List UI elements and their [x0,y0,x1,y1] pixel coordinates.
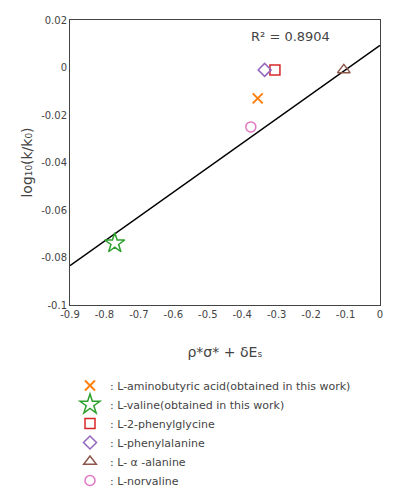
svg-text:: L-aminobutyric acid(obtained: : L-aminobutyric acid(obtained in this w… [110,380,350,393]
svg-text:-0.1: -0.1 [47,300,67,311]
svg-text:-0.04: -0.04 [41,157,67,168]
svg-text:: L-norvaline: : L-norvaline [110,475,179,488]
svg-text:0.02: 0.02 [45,15,67,26]
svg-text:-0.2: -0.2 [301,309,321,320]
svg-text:-0.06: -0.06 [41,205,67,216]
svg-text:-0.1: -0.1 [336,309,356,320]
svg-text:: L- α -alanine: : L- α -alanine [110,456,186,469]
svg-text:-0.6: -0.6 [164,309,184,320]
svg-text:-0.5: -0.5 [198,309,218,320]
svg-text:log₁₀(k/k₀): log₁₀(k/k₀) [19,127,35,197]
svg-text:-0.08: -0.08 [41,252,67,263]
svg-text:: L-phenylalanine: : L-phenylalanine [110,437,205,450]
svg-text:-0.4: -0.4 [232,309,252,320]
svg-text:-0.02: -0.02 [41,110,67,121]
svg-text:0: 0 [61,62,67,73]
svg-text:-0.7: -0.7 [129,309,149,320]
svg-text:-0.9: -0.9 [60,309,80,320]
svg-text:R² = 0.8904: R² = 0.8904 [251,29,330,44]
svg-text:-0.3: -0.3 [267,309,287,320]
svg-text:-0.8: -0.8 [95,309,115,320]
svg-text:: L-2-phenylglycine: : L-2-phenylglycine [110,418,215,431]
svg-text:: L-valine(obtained in this wo: : L-valine(obtained in this work) [110,399,284,412]
svg-text:ρ*σ* + δEₛ: ρ*σ* + δEₛ [187,344,262,360]
svg-text:0: 0 [377,309,383,320]
